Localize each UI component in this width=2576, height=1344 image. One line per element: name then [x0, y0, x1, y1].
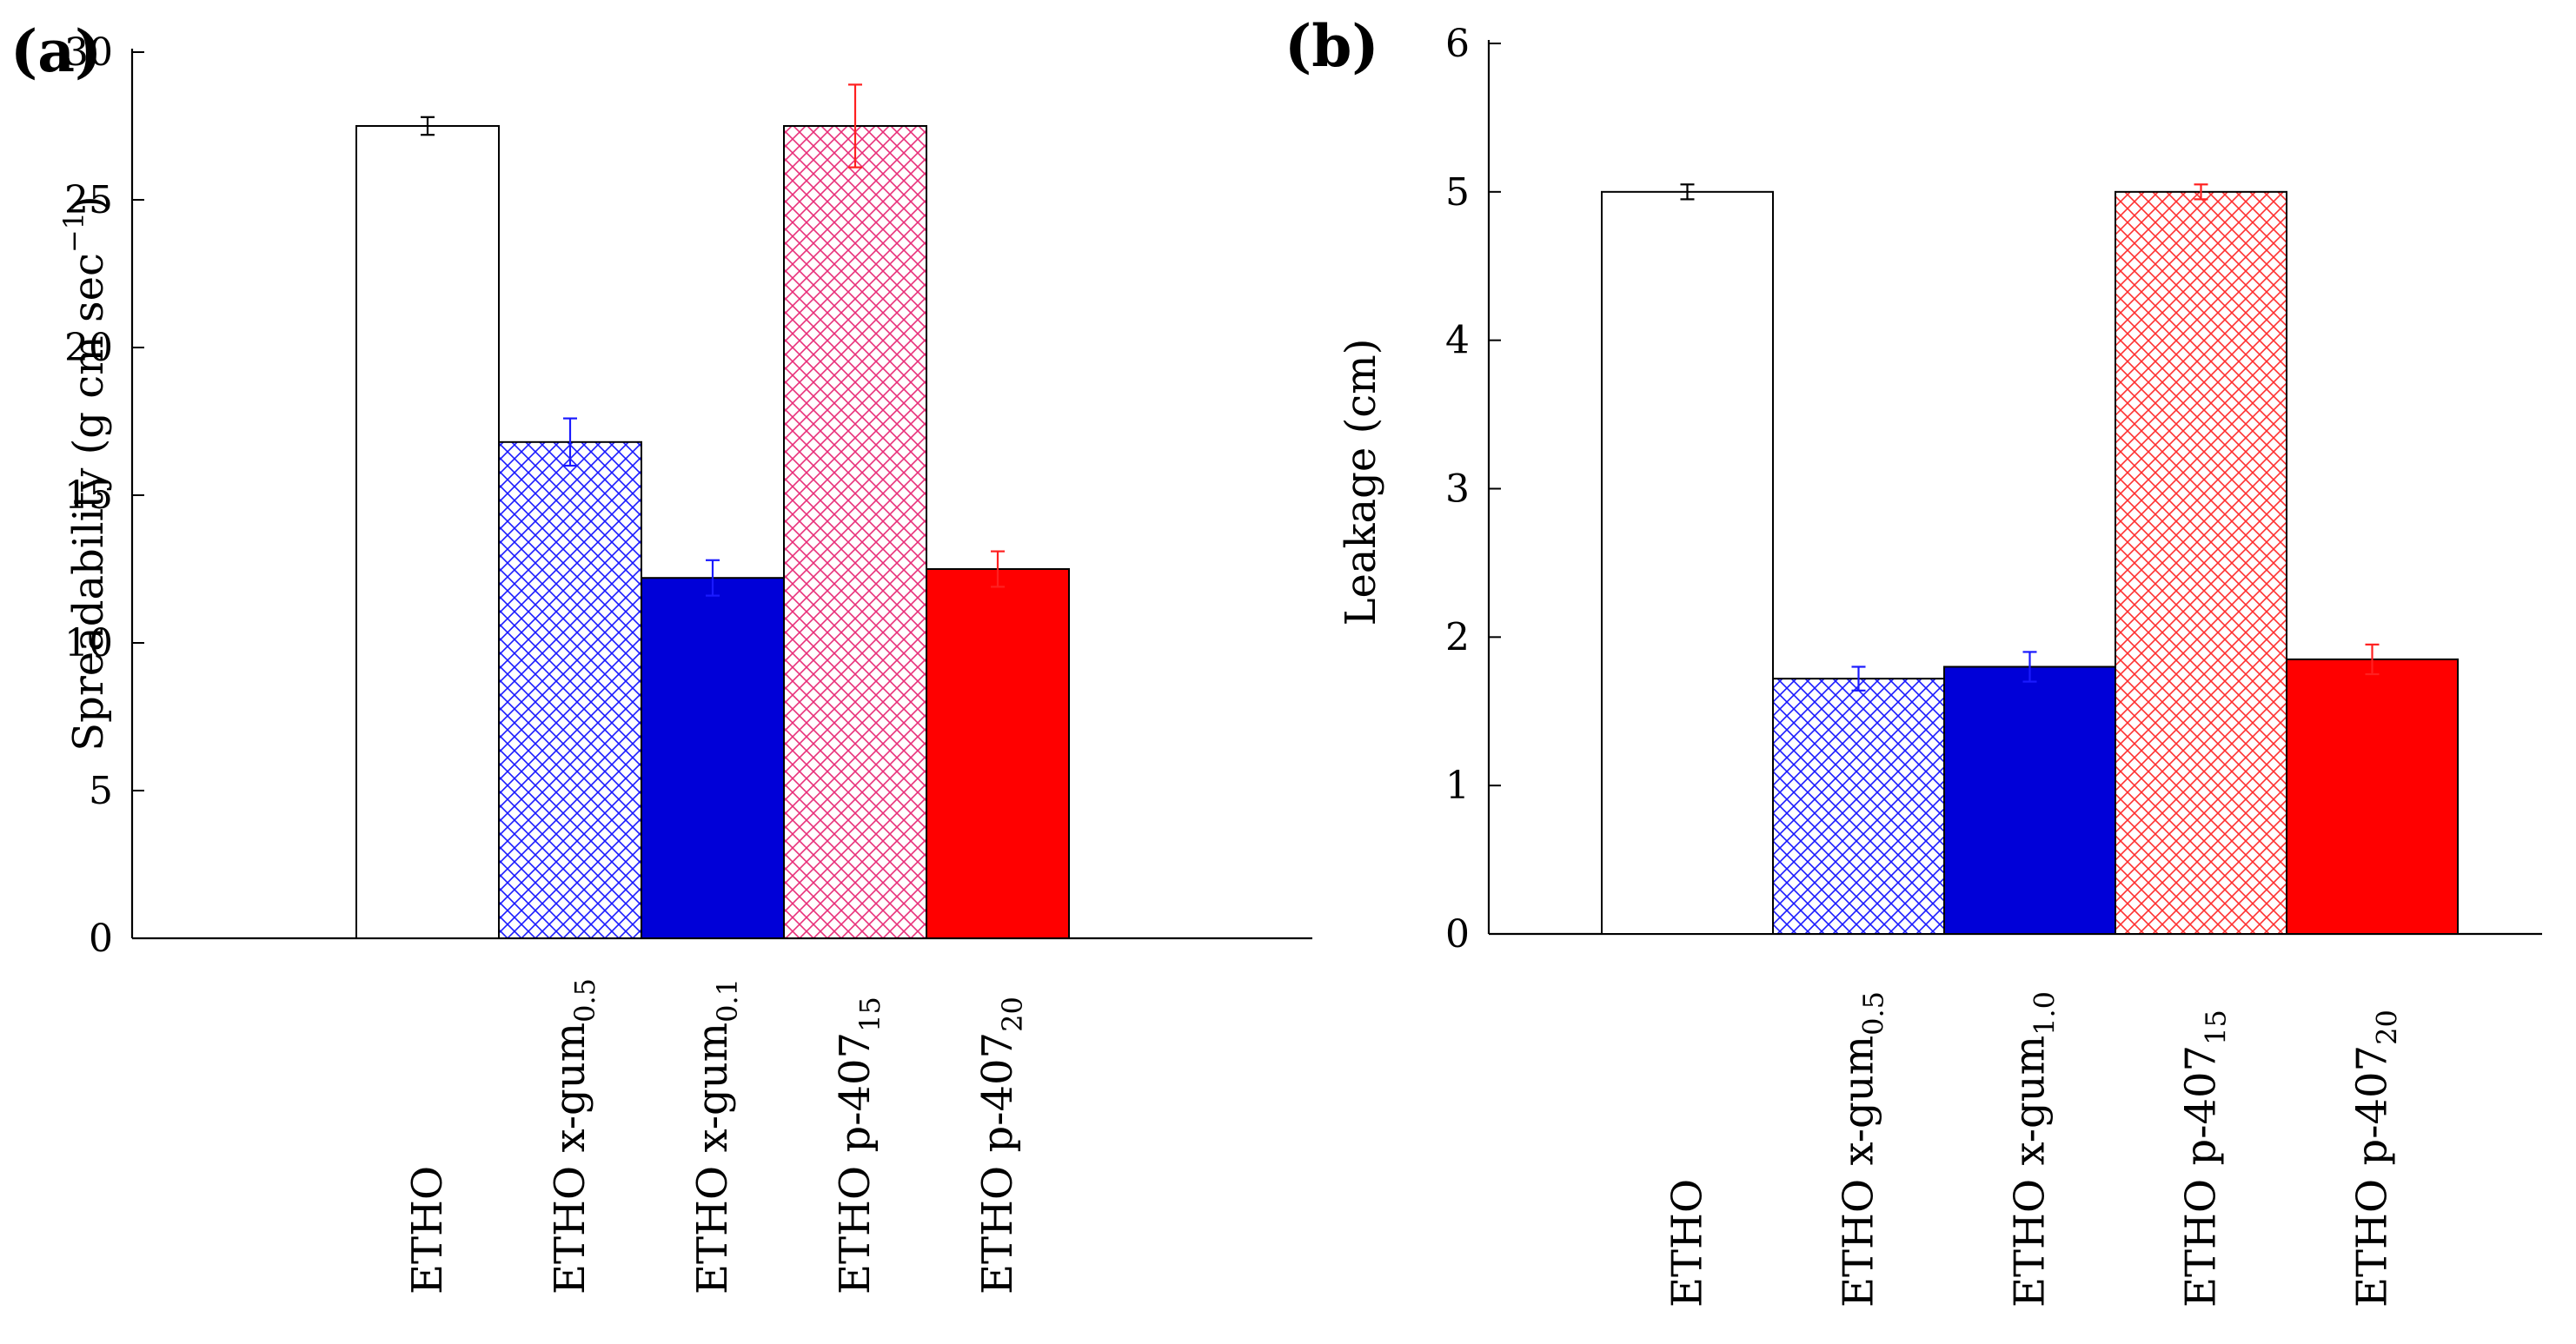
error-bar — [2194, 183, 2208, 201]
category-label: ETHO — [403, 1166, 452, 1294]
category-label: ETHO — [1663, 1179, 1712, 1308]
category-label: ETHO p-40715 — [831, 996, 886, 1294]
bar — [2115, 190, 2287, 936]
panel-b-y-axis-title: Leakage (cm) — [1337, 339, 1385, 626]
panel-b-category-labels: ETHO ETHO x-gum0.5 ETHO x-gum1.0 ETHO p-407… — [1663, 991, 2404, 1308]
y-tick-label: 3 — [1445, 467, 1470, 512]
bar — [2286, 658, 2459, 935]
error-bar — [1680, 183, 1695, 201]
category-label: ETHO x-gum0.1 — [688, 978, 744, 1294]
y-tick-label: 25 — [64, 178, 113, 222]
panel-a-label: (a) — [10, 17, 102, 85]
bar — [926, 568, 1070, 939]
panel-a-error-bars — [421, 83, 1005, 597]
panel-b: (b) 0 1 2 3 4 5 6 ETHO ETHO x-gum0.5 ETHO x-gum1… — [1285, 12, 2542, 1308]
y-tick-label: 0 — [89, 917, 113, 961]
error-bar — [421, 116, 435, 136]
bar — [1601, 190, 1774, 936]
panel-b-error-bars — [1680, 183, 2380, 692]
bar — [641, 577, 785, 939]
y-tick-label: 0 — [1445, 912, 1470, 957]
error-bar — [2365, 643, 2380, 676]
y-tick-label: 15 — [64, 473, 113, 518]
y-tick-label: 10 — [64, 621, 113, 665]
error-bar — [848, 83, 862, 169]
error-bar — [563, 417, 577, 467]
panel-a: (a) 0 5 10 15 20 25 30 ETHO ETHO x-gum0.5 ETHO x… — [10, 17, 1312, 1294]
error-bar — [706, 559, 720, 597]
y-tick-label: 20 — [64, 326, 113, 370]
category-label: ETHO p-40720 — [2348, 1010, 2404, 1308]
bar — [498, 440, 642, 939]
bar — [783, 125, 927, 939]
bar — [1772, 678, 1945, 936]
y-tick-label: 4 — [1445, 319, 1470, 363]
category-label: ETHO x-gum0.5 — [1835, 991, 1890, 1308]
panel-a-bars — [355, 125, 1070, 939]
y-tick-label: 5 — [89, 769, 113, 813]
bar — [355, 125, 500, 939]
y-tick-label: 5 — [1445, 170, 1470, 215]
error-bar — [991, 550, 1005, 588]
panel-b-label: (b) — [1285, 12, 1379, 80]
error-bar — [2022, 651, 2037, 683]
error-bar — [1851, 665, 1866, 692]
category-label: ETHO x-gum0.5 — [546, 978, 601, 1294]
panel-b-bars — [1601, 190, 2459, 936]
panel-a-category-labels: ETHO ETHO x-gum0.5 ETHO x-gum0.1 ETHO p-407… — [403, 978, 1029, 1294]
y-tick-label: 2 — [1445, 615, 1470, 659]
category-label: ETHO p-40720 — [973, 996, 1029, 1294]
y-tick-label: 1 — [1445, 764, 1470, 808]
category-label: ETHO p-40715 — [2177, 1010, 2233, 1308]
y-tick-label: 6 — [1445, 22, 1470, 66]
category-label: ETHO x-gum1.0 — [2006, 991, 2061, 1308]
bar — [1943, 665, 2116, 935]
y-tick-label: 30 — [64, 30, 113, 75]
panel-a-y-axis-title: Spreadability (g cm sec−1) — [57, 195, 113, 751]
